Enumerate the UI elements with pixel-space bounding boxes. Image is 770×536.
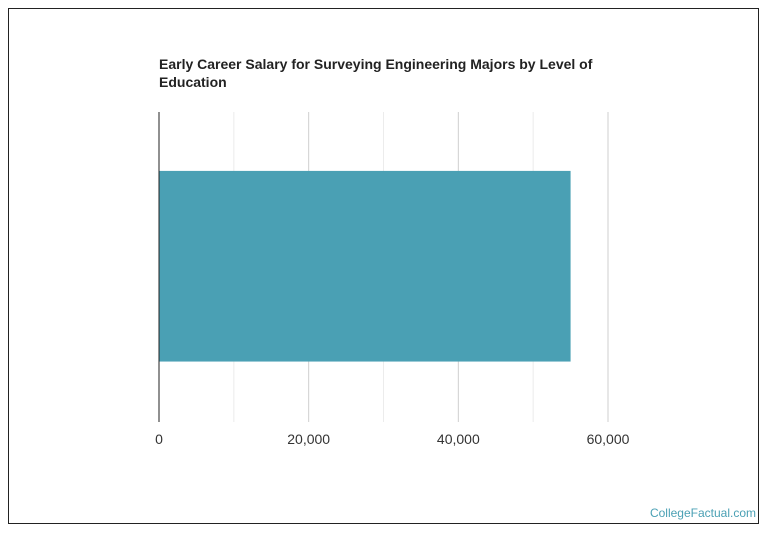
x-tick-label: 20,000 [287, 431, 330, 447]
chart-title: Early Career Salary for Surveying Engine… [159, 56, 593, 90]
source-credit[interactable]: CollegeFactual.com [649, 506, 756, 520]
bar [159, 170, 571, 362]
x-tick-label: 60,000 [587, 431, 630, 447]
x-tick-label: 40,000 [437, 431, 480, 447]
x-tick-label: 0 [155, 431, 163, 447]
